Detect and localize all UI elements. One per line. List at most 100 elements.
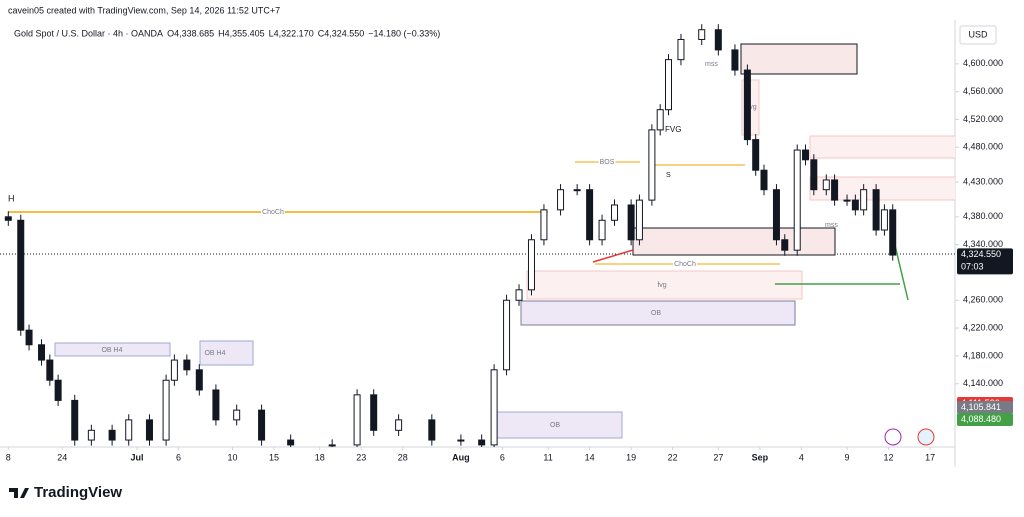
candle-body [233, 409, 241, 421]
ob-box [54, 342, 171, 357]
brand-name: TradingView [34, 484, 122, 501]
candle-body [611, 204, 619, 221]
price-tag-label: 4,105.841 [961, 402, 1001, 412]
y-tick-label: 4,600.000 [963, 58, 1003, 68]
x-tick-label: 4 [799, 452, 804, 462]
candle-body [527, 239, 535, 291]
symbol: Gold Spot / U.S. Dollar · 4h · OANDA [14, 28, 163, 38]
alert-icon[interactable] [884, 428, 902, 446]
candle-body [170, 359, 178, 381]
candle-body [677, 38, 685, 61]
ohlc-value: L4,322.170 [269, 28, 314, 38]
fvg-label: fvg [747, 104, 756, 111]
candle-body [540, 209, 548, 241]
ohlc-value: H4,355.405 [218, 28, 265, 38]
candle-body [656, 109, 664, 131]
ohlc-value: −14.180 (−0.33%) [368, 28, 440, 38]
candle-body [772, 189, 780, 241]
ohlc-value: C4,324.550 [318, 28, 365, 38]
x-tick-label: 14 [585, 452, 595, 462]
candle-body [889, 209, 897, 256]
y-tick-label: 4,260.000 [963, 295, 1003, 305]
candle-body [515, 289, 523, 301]
candle-body [822, 179, 830, 191]
candle-body [627, 204, 635, 241]
ob-box [520, 300, 796, 326]
candle-body [598, 219, 606, 241]
fvg-box [526, 270, 803, 300]
candle-body [4, 216, 12, 221]
candle-body [145, 419, 153, 441]
choch-label: ChoCh [674, 261, 696, 268]
x-tick-label: 18 [315, 452, 325, 462]
y-tick-label: 4,140.000 [963, 378, 1003, 388]
candles [4, 24, 897, 447]
high-label: H [8, 193, 15, 203]
ob-box [492, 411, 623, 439]
candle-body [665, 59, 672, 111]
candle-body [810, 159, 818, 191]
bos-label: BOS [600, 159, 615, 166]
y-tick-label: 4,340.000 [963, 239, 1003, 249]
x-tick-label: 24 [57, 452, 67, 462]
candle-body [108, 429, 116, 441]
y-tick-label: 4,380.000 [963, 211, 1003, 221]
fvg-label: fvg [657, 282, 666, 289]
ob-label: OB H4 [204, 350, 225, 357]
candle-body [752, 139, 760, 171]
ob-label: OB H4 [101, 347, 122, 354]
x-tick-label: 23 [356, 452, 366, 462]
choch-label: ChoCh [262, 209, 284, 216]
candle-body [162, 379, 170, 441]
zone-box [809, 135, 955, 159]
candle-body [851, 199, 859, 211]
ohlc-legend: O4,338.685 H4,355.405 L4,322.170 C4,324.550… [167, 28, 440, 38]
ob-label: OB [651, 310, 661, 317]
candle-body [71, 399, 79, 441]
x-tick-label: 11 [543, 452, 552, 462]
brand-logo [9, 488, 29, 498]
x-tick-label: 8 [6, 452, 11, 462]
candle-body [457, 439, 465, 442]
ohlc-value: O4,338.685 [167, 28, 214, 38]
candle-body [87, 429, 95, 441]
x-tick-label: Jul [131, 452, 144, 462]
y-tick-label: 4,430.000 [963, 176, 1003, 186]
candle-body [212, 389, 220, 421]
y-tick-label: 4,560.000 [963, 86, 1003, 96]
candle-body [731, 49, 739, 71]
candle-body [843, 199, 851, 202]
flag-icon[interactable] [917, 428, 935, 446]
candle-body [328, 444, 336, 447]
candle-body [573, 189, 581, 192]
candle-body [872, 189, 880, 231]
candle-body [793, 149, 801, 251]
credit: cavein05 created with TradingView.com, S… [8, 5, 280, 15]
candle-body [635, 199, 643, 241]
ob-label: OB [550, 422, 560, 429]
x-tick-label: 28 [398, 452, 408, 462]
candle-body [880, 209, 888, 231]
candle-body [183, 359, 191, 371]
candle-body [860, 189, 868, 211]
y-tick-label: 4,180.000 [963, 350, 1003, 360]
currency-button[interactable] [959, 25, 997, 45]
candle-body [478, 439, 486, 446]
trend-line [592, 249, 634, 263]
price-tag [957, 248, 1013, 275]
x-tick-label: 19 [626, 452, 636, 462]
candle-body [125, 419, 133, 441]
x-tick-label: 22 [668, 452, 678, 462]
x-tick-label: 15 [269, 452, 279, 462]
currency[interactable]: USD [968, 29, 988, 39]
x-tick-label: 17 [925, 452, 935, 462]
candle-body [195, 369, 203, 391]
candle-body [395, 419, 403, 431]
zone-box [809, 176, 955, 201]
candle-body [698, 29, 706, 40]
brand: TradingView [9, 484, 122, 501]
y-tick-label: 4,220.000 [963, 322, 1003, 332]
mss-label: mss [705, 61, 718, 68]
s-label: S [666, 172, 671, 179]
